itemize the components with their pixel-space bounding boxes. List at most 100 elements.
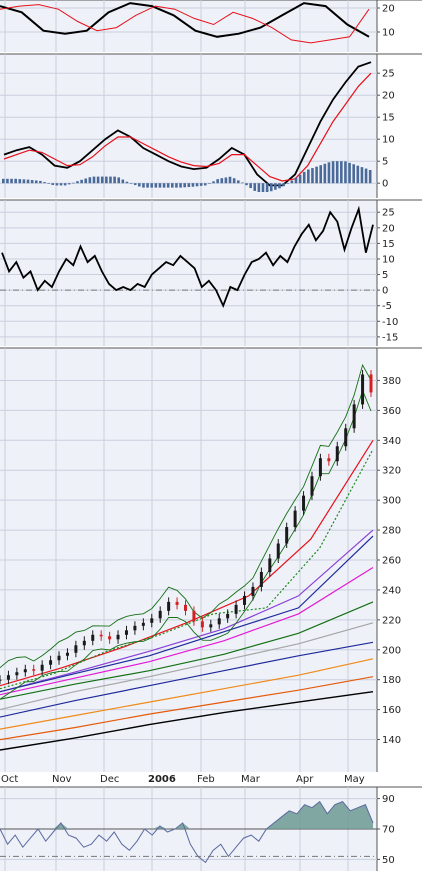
- macd-histogram-bar: [26, 179, 30, 184]
- price-candle-body: [268, 558, 272, 572]
- macd-histogram-bar: [364, 168, 368, 184]
- momentum-y-tick-label: -15: [382, 332, 398, 343]
- macd-histogram-bar: [241, 182, 244, 184]
- price-y-tick-label: 240: [382, 585, 401, 596]
- macd-histogram-bar: [162, 183, 166, 188]
- price-candle-body: [234, 604, 238, 614]
- macd-histogram-bar: [150, 183, 153, 188]
- price-candle-body: [209, 624, 213, 628]
- macd-histogram-bar: [138, 183, 141, 187]
- macd-histogram-bar: [298, 174, 302, 184]
- momentum-y-tick-label: 15: [382, 239, 395, 250]
- macd-histogram-bar: [356, 165, 360, 184]
- price-candle-body: [318, 458, 322, 477]
- macd-histogram-bar: [274, 183, 277, 190]
- macd-histogram-bar: [340, 161, 343, 184]
- macd-histogram-bar: [319, 165, 323, 184]
- macd-histogram-bar: [286, 183, 290, 184]
- macd-histogram-bar: [22, 179, 26, 184]
- price-candle-body: [23, 669, 27, 673]
- macd-histogram-bar: [307, 169, 310, 184]
- macd-histogram-bar: [208, 183, 211, 184]
- price-candle-body: [150, 618, 154, 623]
- price-ma-1-line: [0, 676, 374, 741]
- macd-histogram-bar: [249, 183, 252, 189]
- price-candle-body: [167, 601, 171, 611]
- macd-histogram-bar: [6, 178, 9, 184]
- macd-histogram-bar: [245, 183, 248, 186]
- macd-histogram-bar: [282, 183, 285, 187]
- macd-histogram-bar: [290, 180, 294, 184]
- macd-y-tick-label: 0: [382, 179, 388, 190]
- macd-histogram-bar: [92, 176, 96, 184]
- macd-histogram-bar: [228, 176, 232, 184]
- macd-histogram-bar: [67, 183, 71, 185]
- macd-histogram-bar: [100, 176, 104, 184]
- macd-histogram-bar: [278, 183, 281, 189]
- price-candle-body: [243, 595, 247, 605]
- price-candle-body: [57, 655, 61, 661]
- price-candle-body: [302, 495, 306, 511]
- macd-histogram-bar: [311, 168, 314, 184]
- macd-y-tick-label: 15: [382, 113, 395, 124]
- price-candle-body: [124, 630, 128, 635]
- macd-histogram-bar: [224, 177, 228, 184]
- macd-histogram-bar: [117, 177, 121, 184]
- price-candle-body: [141, 622, 145, 626]
- macd-histogram-bar: [323, 163, 327, 184]
- price-y-tick-label: 180: [382, 675, 401, 686]
- price-ma-2-line: [0, 658, 374, 730]
- macd-histogram-bar: [129, 183, 133, 184]
- price-y-tick-label: 340: [382, 436, 401, 447]
- macd-histogram-bar: [142, 183, 145, 188]
- momentum-y-tick-label: 10: [382, 254, 395, 265]
- price-candle-body: [192, 610, 196, 622]
- x-tick-label: Nov: [52, 774, 72, 785]
- top-y-tick-label: 20: [382, 4, 395, 15]
- x-tick-label: Oct: [1, 774, 18, 785]
- x-tick-label: Feb: [197, 774, 215, 785]
- price-upper-band-line: [0, 363, 372, 669]
- macd-histogram-bar: [59, 183, 63, 186]
- macd-histogram-bar: [327, 162, 331, 184]
- momentum-panel-bg: [0, 200, 377, 346]
- price-candle-body: [82, 640, 86, 646]
- price-y-tick-label: 140: [382, 735, 401, 746]
- macd-histogram-bar: [269, 183, 273, 192]
- price-candle-body: [6, 675, 10, 680]
- macd-histogram-bar: [10, 178, 13, 184]
- price-candle-body: [344, 428, 348, 447]
- price-candle-body: [259, 571, 263, 587]
- momentum-y-tick-label: -10: [382, 317, 398, 328]
- price-candle-body: [200, 621, 204, 628]
- macd-histogram-bar: [14, 178, 17, 184]
- macd-histogram-bar: [265, 183, 269, 192]
- price-ma-6-line: [0, 566, 374, 696]
- macd-histogram-bar: [72, 182, 75, 184]
- momentum-y-tick-label: -5: [382, 301, 392, 312]
- macd-histogram-bar: [368, 170, 372, 184]
- rsi-y-tick-label: 90: [382, 794, 395, 805]
- macd-histogram-bar: [63, 183, 67, 186]
- macd-histogram-bar: [154, 183, 158, 188]
- momentum-y-tick-label: 20: [382, 223, 395, 234]
- macd-histogram-bar: [199, 183, 203, 186]
- rsi-y-tick-label: 70: [382, 825, 395, 836]
- macd-histogram-bar: [76, 181, 79, 184]
- macd-series-1-line: [3, 72, 372, 182]
- price-candle-body: [65, 652, 69, 656]
- macd-histogram-bar: [80, 179, 83, 184]
- macd-histogram-bar: [30, 180, 34, 184]
- macd-histogram-bar: [113, 176, 116, 184]
- x-tick-label: 2006: [148, 774, 176, 785]
- macd-histogram-bar: [315, 166, 318, 184]
- price-candle-body: [327, 458, 331, 462]
- price-candle-body: [226, 613, 230, 619]
- macd-histogram-bar: [39, 180, 42, 184]
- price-y-tick-label: 360: [382, 406, 401, 417]
- price-y-tick-label: 320: [382, 466, 401, 477]
- price-y-tick-label: 380: [382, 376, 401, 387]
- price-candle-body: [369, 374, 373, 393]
- price-candle-body: [361, 374, 365, 405]
